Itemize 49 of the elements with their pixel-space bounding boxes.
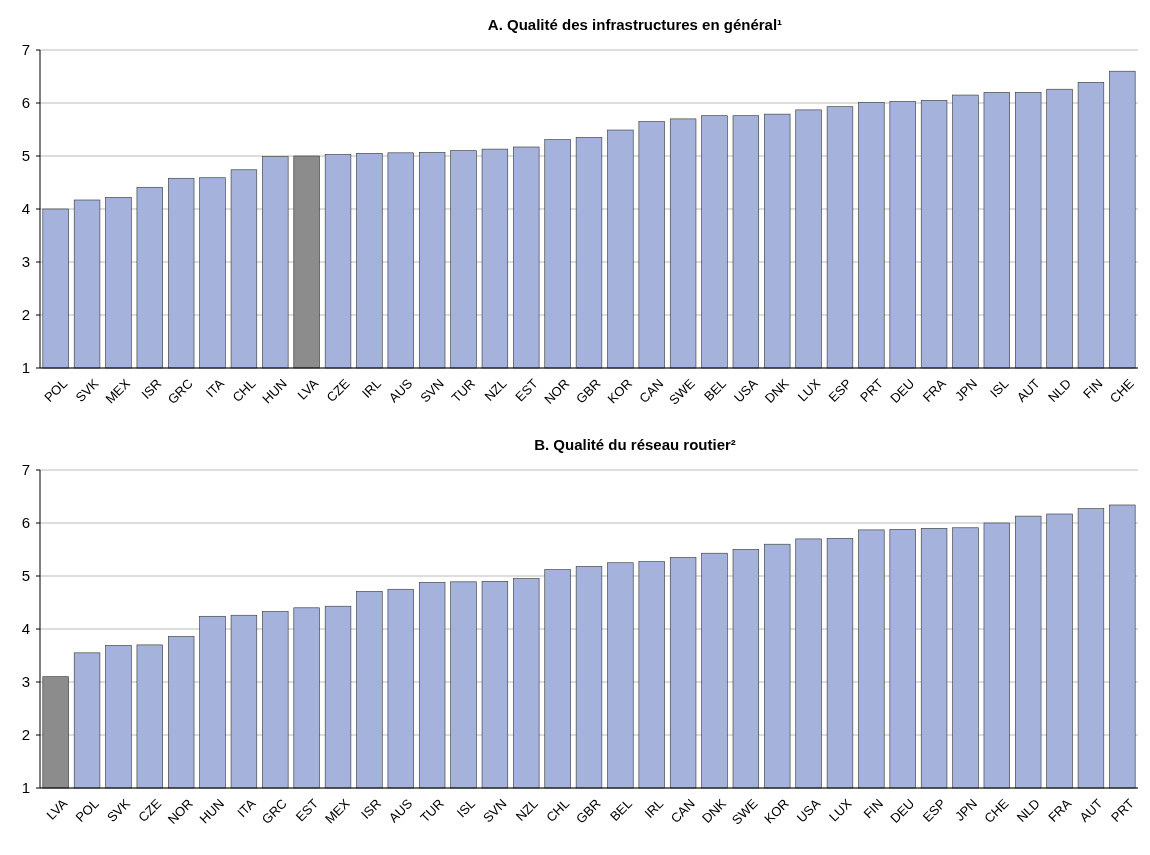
y-tick-label: 7: [21, 41, 30, 59]
y-tick-label: 6: [21, 514, 30, 532]
x-tick-label: ITA: [234, 795, 259, 821]
x-tick-label: BEL: [606, 795, 635, 824]
x-tick-label: USA: [793, 795, 824, 826]
x-tick-label: NZL: [512, 795, 541, 824]
x-tick-label: ISR: [358, 795, 384, 822]
y-tick-label: 3: [21, 253, 30, 271]
x-tick-label: IRL: [359, 375, 384, 401]
x-tick-label: NLD: [1013, 795, 1043, 825]
x-tick-label: BEL: [701, 375, 730, 404]
x-tick-label: POL: [41, 375, 71, 405]
x-tick-label: FRA: [919, 375, 949, 405]
x-tick-label: FIN: [860, 795, 886, 822]
x-tick-label: POL: [72, 795, 102, 825]
x-tick-label: FIN: [1080, 375, 1106, 402]
x-tick-label: JPN: [952, 795, 981, 824]
x-tick-label: CHL: [543, 795, 573, 825]
x-tick-label: NLD: [1045, 375, 1075, 405]
y-tick-label: 2: [21, 306, 30, 324]
y-tick-label: 6: [21, 94, 30, 112]
x-tick-label: JPN: [952, 375, 981, 404]
x-tick-label: ISR: [138, 375, 165, 402]
x-tick-label: IRL: [641, 795, 667, 821]
x-tick-label: TUR: [417, 795, 447, 826]
chart-title: B. Qualité du réseau routier²: [534, 436, 736, 453]
y-tick-label: 4: [21, 200, 30, 218]
chart-title: A. Qualité des infrastructures en général¹: [487, 16, 783, 33]
x-tick-label: CZE: [135, 795, 165, 825]
x-tick-label: FRA: [1045, 795, 1075, 825]
y-tick-label: 7: [21, 461, 30, 479]
x-tick-label: ISL: [453, 795, 479, 821]
y-tick-label: 1: [21, 359, 30, 377]
x-tick-label: CZE: [323, 375, 353, 405]
y-tick-label: 2: [21, 726, 30, 744]
x-tick-label: LVA: [294, 375, 322, 403]
x-tick-label: CHL: [229, 375, 259, 405]
x-tick-label: SVK: [103, 795, 134, 825]
y-tick-label: 4: [21, 620, 30, 638]
y-tick-label: 5: [21, 147, 30, 165]
y-tick-label: 3: [21, 673, 30, 691]
x-tick-label: NZL: [481, 375, 510, 404]
x-tick-label: ITA: [202, 375, 228, 401]
x-tick-label: ISL: [986, 375, 1012, 401]
x-tick-label: TUR: [448, 375, 479, 406]
x-tick-label: USA: [730, 375, 761, 406]
y-tick-label: 5: [21, 567, 30, 585]
y-tick-label: 1: [21, 779, 30, 797]
x-tick-label: LVA: [43, 795, 71, 823]
